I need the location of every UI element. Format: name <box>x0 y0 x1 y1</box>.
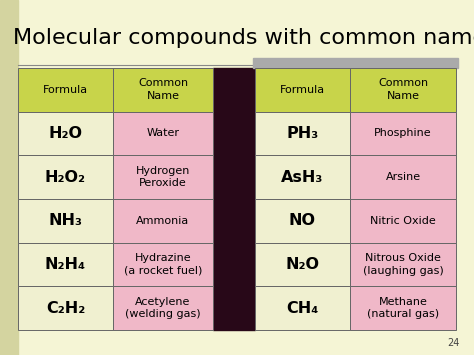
Bar <box>350 243 456 286</box>
Bar <box>0 0 18 355</box>
Bar <box>113 286 213 330</box>
Text: Hydrazine
(a rocket fuel): Hydrazine (a rocket fuel) <box>124 253 202 276</box>
Bar <box>255 112 350 155</box>
Bar <box>18 68 113 112</box>
Text: Arsine: Arsine <box>385 172 420 182</box>
Text: Molecular compounds with common names: Molecular compounds with common names <box>13 28 474 48</box>
Bar <box>255 243 350 286</box>
Text: H₂O₂: H₂O₂ <box>45 170 86 185</box>
Text: Hydrogen
Peroxide: Hydrogen Peroxide <box>136 166 190 189</box>
Text: Common
Name: Common Name <box>138 78 188 102</box>
Bar <box>18 286 113 330</box>
Text: C₂H₂: C₂H₂ <box>46 301 85 316</box>
Bar <box>350 155 456 199</box>
Text: AsH₃: AsH₃ <box>281 170 324 185</box>
Text: Ammonia: Ammonia <box>137 216 190 226</box>
Bar <box>113 199 213 243</box>
Bar <box>113 243 213 286</box>
Text: Phosphine: Phosphine <box>374 129 432 138</box>
Text: Nitric Oxide: Nitric Oxide <box>370 216 436 226</box>
Bar <box>255 68 350 112</box>
Text: N₂O: N₂O <box>285 257 319 272</box>
Bar <box>113 68 213 112</box>
Bar <box>350 199 456 243</box>
Text: NO: NO <box>289 213 316 228</box>
Bar <box>18 155 113 199</box>
Bar <box>18 243 113 286</box>
Text: PH₃: PH₃ <box>286 126 319 141</box>
Bar <box>255 199 350 243</box>
Bar <box>113 112 213 155</box>
Text: Water: Water <box>146 129 180 138</box>
Bar <box>213 68 255 330</box>
Bar <box>253 58 458 68</box>
Bar <box>113 155 213 199</box>
Text: Acetylene
(welding gas): Acetylene (welding gas) <box>125 297 201 320</box>
Bar <box>255 286 350 330</box>
Bar <box>18 199 113 243</box>
Text: Common
Name: Common Name <box>378 78 428 102</box>
Bar <box>18 112 113 155</box>
Bar <box>350 286 456 330</box>
Text: 24: 24 <box>447 338 460 348</box>
Bar <box>255 155 350 199</box>
Text: CH₄: CH₄ <box>286 301 319 316</box>
Bar <box>350 112 456 155</box>
Text: Nitrous Oxide
(laughing gas): Nitrous Oxide (laughing gas) <box>363 253 443 276</box>
Text: N₂H₄: N₂H₄ <box>45 257 86 272</box>
Text: NH₃: NH₃ <box>48 213 82 228</box>
Text: H₂O: H₂O <box>48 126 82 141</box>
Text: Formula: Formula <box>280 85 325 95</box>
Text: Formula: Formula <box>43 85 88 95</box>
Text: Methane
(natural gas): Methane (natural gas) <box>367 297 439 320</box>
Bar <box>350 68 456 112</box>
